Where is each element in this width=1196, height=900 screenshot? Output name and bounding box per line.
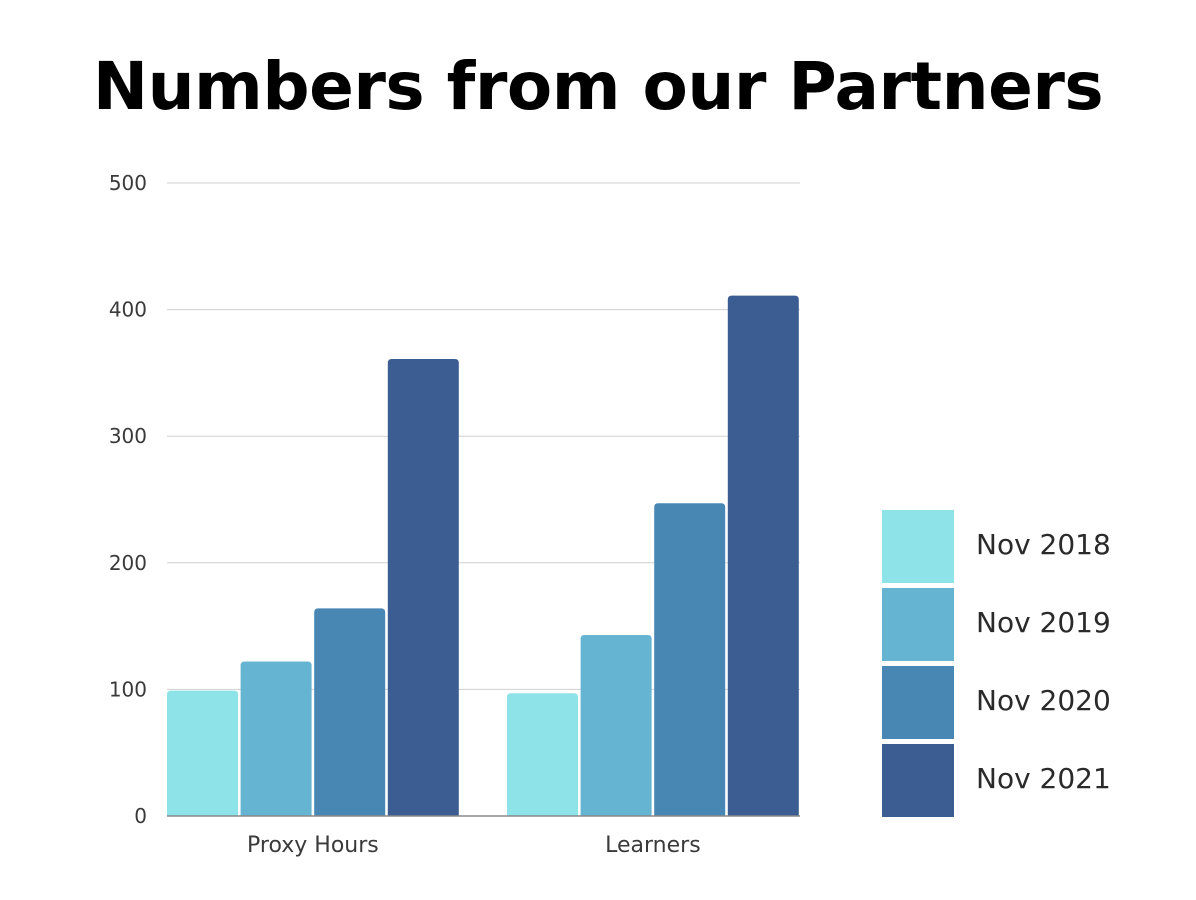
x-axis-category-labels: Proxy Hours Learners (247, 833, 701, 858)
x-category-label: Learners (605, 833, 701, 858)
legend-label: Nov 2018 (976, 528, 1111, 561)
bar (654, 503, 726, 816)
legend-label: Nov 2019 (976, 606, 1111, 639)
legend-swatch (882, 510, 954, 583)
y-tick-label: 100 (109, 677, 147, 701)
y-tick-label: 300 (109, 424, 147, 448)
legend-swatch (882, 588, 954, 661)
legend-label: Nov 2020 (976, 684, 1111, 717)
legend-label: Nov 2021 (976, 762, 1111, 795)
legend-swatch (882, 666, 954, 739)
legend-item: Nov 2019 (882, 588, 1182, 666)
legend-item: Nov 2018 (882, 510, 1182, 588)
chart-title: Numbers from our Partners (92, 48, 1104, 125)
bar (507, 693, 578, 816)
bar (387, 358, 459, 816)
legend-item: Nov 2020 (882, 666, 1182, 744)
bars (167, 295, 799, 816)
bar (314, 608, 386, 816)
bar (580, 634, 652, 816)
y-axis-tick-labels: 0 100 200 300 400 500 (109, 171, 147, 828)
y-tick-label: 0 (134, 804, 147, 828)
bar (727, 295, 799, 816)
x-category-label: Proxy Hours (247, 833, 379, 858)
bar (167, 690, 238, 816)
bar (240, 661, 312, 816)
legend-item: Nov 2021 (882, 744, 1182, 822)
y-tick-label: 500 (109, 171, 147, 195)
y-tick-label: 400 (109, 298, 147, 322)
y-tick-label: 200 (109, 551, 147, 575)
legend-swatch (882, 744, 954, 817)
chart-legend: Nov 2018 Nov 2019 Nov 2020 Nov 2021 (882, 510, 1182, 822)
